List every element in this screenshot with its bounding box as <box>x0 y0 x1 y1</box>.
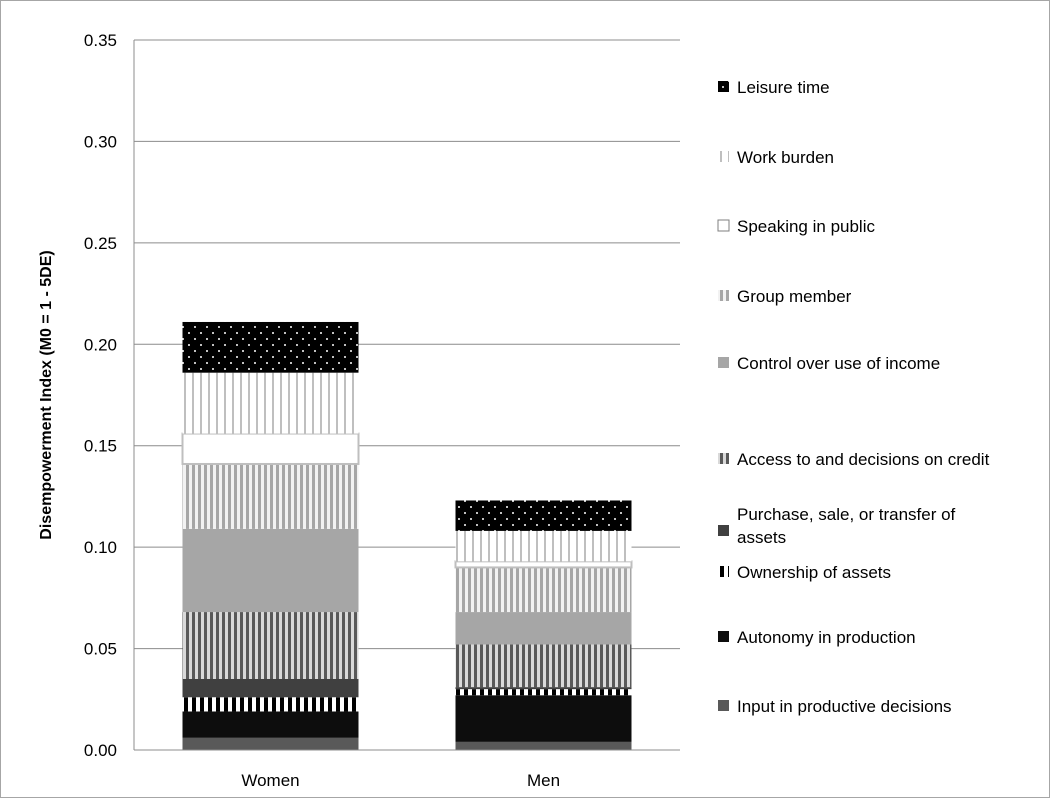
bar-segment <box>455 687 632 690</box>
legend-label: Speaking in public <box>737 217 875 236</box>
bar-segment <box>455 741 632 750</box>
y-tick-label: 0.10 <box>84 538 117 557</box>
legend-swatch <box>718 151 729 162</box>
legend-label: Access to and decisions on credit <box>737 450 990 469</box>
x-tick-label: Men <box>527 771 560 790</box>
bar-segment <box>455 567 632 613</box>
axes <box>133 40 680 751</box>
legend-swatch <box>718 453 729 464</box>
legend-label: Ownership of assets <box>737 563 891 582</box>
y-tick-label: 0.05 <box>84 640 117 659</box>
y-tick-label: 0.00 <box>84 741 117 760</box>
legend-swatch <box>718 525 729 536</box>
bar-segment <box>182 612 359 679</box>
x-axis-category-labels: Women Men <box>241 771 560 790</box>
y-axis-title: Disempowerment Index (M0 = 1 - 5DE) <box>38 250 55 539</box>
legend-swatch <box>718 357 729 368</box>
legend-label: Group member <box>737 287 852 306</box>
x-tick-label: Women <box>241 771 299 790</box>
bar-segment <box>182 528 359 613</box>
legend-swatch <box>718 81 729 92</box>
bar-segment <box>182 697 359 712</box>
y-tick-label: 0.15 <box>84 437 117 456</box>
legend-swatch <box>718 566 729 577</box>
bar-segment <box>455 500 632 531</box>
y-tick-label: 0.30 <box>84 132 117 151</box>
legend-label: Work burden <box>737 148 834 167</box>
legend-swatch <box>718 290 729 301</box>
legend-label: Leisure time <box>737 78 830 97</box>
legend-label: Input in productive decisions <box>737 697 952 716</box>
legend: Leisure time Work burden Speaking in publi… <box>717 78 990 716</box>
bar-segment <box>182 321 359 373</box>
legend-swatch <box>718 700 729 711</box>
legend-swatch <box>718 631 729 642</box>
y-axis-tick-labels: 0.00 0.05 0.10 0.15 0.20 0.25 0.30 0.35 <box>84 31 117 760</box>
bar-segment <box>455 612 632 645</box>
y-tick-label: 0.35 <box>84 31 117 50</box>
legend-label: Control over use of income <box>737 354 940 373</box>
bar-segment <box>182 737 359 750</box>
bar-segment <box>182 372 359 434</box>
y-tick-label: 0.25 <box>84 234 117 253</box>
legend-label: Autonomy in production <box>737 628 916 647</box>
y-tick-label: 0.20 <box>84 335 117 354</box>
bar-segment <box>455 689 632 696</box>
bar-segment <box>182 679 359 698</box>
bar-stacks <box>181 321 633 750</box>
bar-segment <box>455 530 632 562</box>
bar-segment <box>454 560 633 569</box>
bar-segment <box>455 644 632 688</box>
legend-label: Purchase, sale, or transfer of assets <box>737 505 956 547</box>
bar-segment <box>455 695 632 742</box>
bar-segment <box>182 463 359 529</box>
bar-segment <box>182 711 359 738</box>
legend-swatch <box>717 219 730 232</box>
bar-segment <box>181 432 360 465</box>
